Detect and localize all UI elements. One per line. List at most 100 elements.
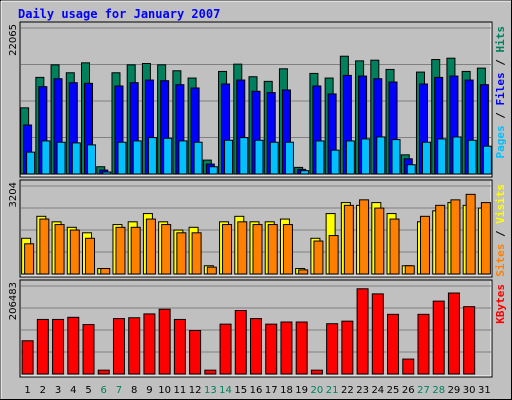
x-tick-label: 12 (189, 385, 202, 396)
bar-pages-day-26 (406, 164, 416, 175)
bar-pages-day-1 (26, 151, 36, 175)
legend-visitors: Sites / Visits (494, 184, 507, 277)
bar-pages-day-27 (421, 141, 431, 175)
bar-kbytes-day-8 (128, 317, 141, 375)
x-tick-label: 17 (265, 385, 278, 396)
bar-sites-day-13 (206, 266, 217, 275)
bar-sites-day-4 (69, 229, 80, 275)
bar-sites-day-28 (435, 204, 446, 275)
x-tick-label: 5 (85, 385, 91, 396)
panel-visitors: 3204 Sites / Visits (8, 179, 507, 278)
bar-kbytes-day-23 (356, 288, 369, 375)
x-tick-label: 11 (174, 385, 187, 396)
bar-kbytes-day-22 (341, 320, 354, 375)
legend-requests: Pages / Files / Hits (494, 26, 507, 159)
bar-kbytes-day-4 (67, 316, 80, 375)
bar-sites-day-23 (359, 199, 370, 275)
bar-pages-day-19 (300, 170, 310, 175)
bar-sites-day-5 (85, 237, 96, 275)
chart-panels: 22065 Pages / Files / Hits 3204 Sites / Vis… (8, 21, 507, 378)
bar-sites-day-14 (222, 224, 233, 275)
x-tick-label: 8 (131, 385, 137, 396)
bar-sites-day-16 (252, 224, 263, 275)
x-tick-label: 10 (158, 385, 171, 396)
x-tick-label: 15 (234, 385, 247, 396)
bar-pages-day-5 (87, 144, 97, 175)
bar-kbytes-day-17 (265, 323, 278, 375)
bar-sites-day-17 (267, 224, 278, 275)
bar-sites-day-30 (465, 193, 476, 275)
x-tick-label: 7 (116, 385, 122, 396)
bar-pages-day-12 (193, 141, 203, 175)
legend-traffic: KBytes (494, 284, 507, 324)
bar-pages-day-8 (132, 140, 142, 175)
bar-sites-day-3 (54, 224, 65, 275)
bar-kbytes-day-18 (280, 321, 293, 375)
panel-requests: 22065 Pages / Files / Hits (8, 21, 507, 178)
bar-sites-day-11 (176, 232, 187, 275)
x-tick-label: 30 (463, 385, 476, 396)
legend-item: / (494, 224, 507, 244)
x-tick-label: 6 (101, 385, 107, 396)
legend-item: / (494, 106, 507, 126)
bar-kbytes-day-21 (326, 323, 339, 375)
bar-sites-day-29 (450, 199, 461, 275)
bar-kbytes-day-5 (82, 324, 95, 375)
bar-pages-day-29 (452, 136, 462, 175)
bar-sites-day-7 (115, 226, 126, 275)
panel-max-label: 206483 (8, 282, 19, 320)
x-tick-label: 23 (356, 385, 369, 396)
bar-pages-day-9 (147, 137, 157, 175)
bar-kbytes-day-1 (21, 340, 34, 375)
bar-kbytes-day-19 (295, 321, 308, 375)
bar-kbytes-day-13 (204, 369, 217, 375)
legend-item: / (494, 53, 507, 73)
bar-kbytes-day-26 (402, 358, 415, 375)
bar-pages-day-28 (437, 138, 447, 175)
bar-kbytes-day-24 (371, 293, 384, 375)
panel-traffic: 206483 KBytes (8, 279, 507, 378)
bar-pages-day-3 (56, 141, 66, 175)
legend-item: Sites (494, 244, 507, 277)
bar-sites-day-19 (298, 269, 309, 275)
bar-pages-day-6 (102, 171, 112, 175)
bar-pages-day-13 (208, 166, 218, 175)
bar-pages-day-4 (71, 142, 81, 175)
bar-kbytes-day-14 (219, 323, 232, 375)
x-tick-label: 26 (402, 385, 415, 396)
bar-pages-day-31 (482, 145, 492, 175)
x-tick-label: 22 (341, 385, 354, 396)
bar-pages-day-22 (345, 140, 355, 175)
bar-pages-day-30 (467, 139, 477, 175)
x-tick-label: 13 (204, 385, 217, 396)
x-tick-label: 2 (40, 385, 46, 396)
bar-sites-day-22 (343, 204, 354, 275)
bar-kbytes-day-27 (417, 313, 430, 375)
bar-pages-day-24 (376, 136, 386, 175)
bar-sites-day-12 (191, 232, 202, 275)
x-tick-label: 29 (448, 385, 461, 396)
bar-pages-day-23 (361, 138, 371, 175)
x-tick-label: 3 (55, 385, 61, 396)
legend-item: Pages (494, 125, 507, 158)
bar-sites-day-18 (282, 224, 293, 275)
bar-kbytes-day-6 (97, 369, 110, 375)
bar-kbytes-day-30 (463, 306, 476, 375)
chart-title: Daily usage for January 2007 (18, 7, 220, 21)
x-tick-label: 25 (387, 385, 400, 396)
x-axis-labels: 1 2 3 4 5 6 7 8 9 10 11 12 13 14 15 16 17 18 19 20 21 22 23 24 2… (24, 385, 490, 396)
x-tick-label: 19 (295, 385, 308, 396)
bar-sites-day-2 (39, 218, 50, 275)
bar-sites-day-31 (480, 202, 491, 275)
bar-kbytes-day-29 (447, 292, 460, 375)
legend-item: Visits (494, 184, 507, 224)
x-tick-label: 21 (326, 385, 339, 396)
bar-kbytes-day-20 (310, 369, 323, 375)
bar-sites-day-10 (161, 224, 172, 275)
x-tick-label: 1 (24, 385, 30, 396)
x-tick-label: 9 (146, 385, 152, 396)
bar-sites-day-6 (100, 268, 111, 275)
bar-pages-day-11 (178, 140, 188, 175)
bar-sites-day-24 (374, 207, 385, 275)
